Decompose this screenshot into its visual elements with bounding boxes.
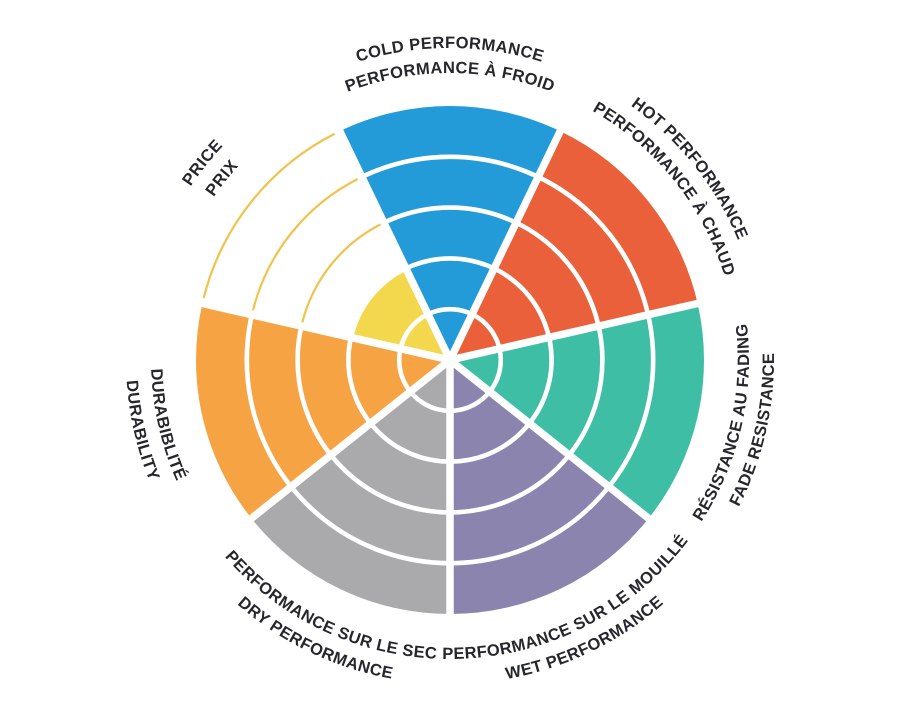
sector-price-unfilled-ring-4 — [251, 177, 359, 311]
sector-wet-wedge — [450, 360, 649, 614]
sector-separator-6 — [196, 298, 451, 364]
sector-separator-3 — [447, 357, 655, 525]
sector-separator-1 — [446, 125, 566, 362]
sector-separator-5 — [245, 357, 453, 525]
sector-price-unfilled-ring-3 — [301, 223, 382, 323]
sector-hot-wedge — [450, 131, 698, 360]
sector-durability-wedge — [195, 303, 450, 519]
sector-price-unfilled-ring-5 — [202, 132, 336, 299]
unfilled-ring-outlines — [202, 132, 382, 323]
sector-separators — [196, 125, 704, 619]
sector-cold-label-fr: PERFORMANCE À FROID — [343, 59, 557, 96]
sector-fade-wedge — [450, 303, 705, 519]
sector-cold-wedge — [339, 105, 561, 360]
sector-wedges — [195, 105, 705, 614]
sector-dry-wedge — [251, 360, 450, 614]
sector-separator-0 — [334, 125, 454, 362]
sector-separator-2 — [449, 298, 704, 364]
